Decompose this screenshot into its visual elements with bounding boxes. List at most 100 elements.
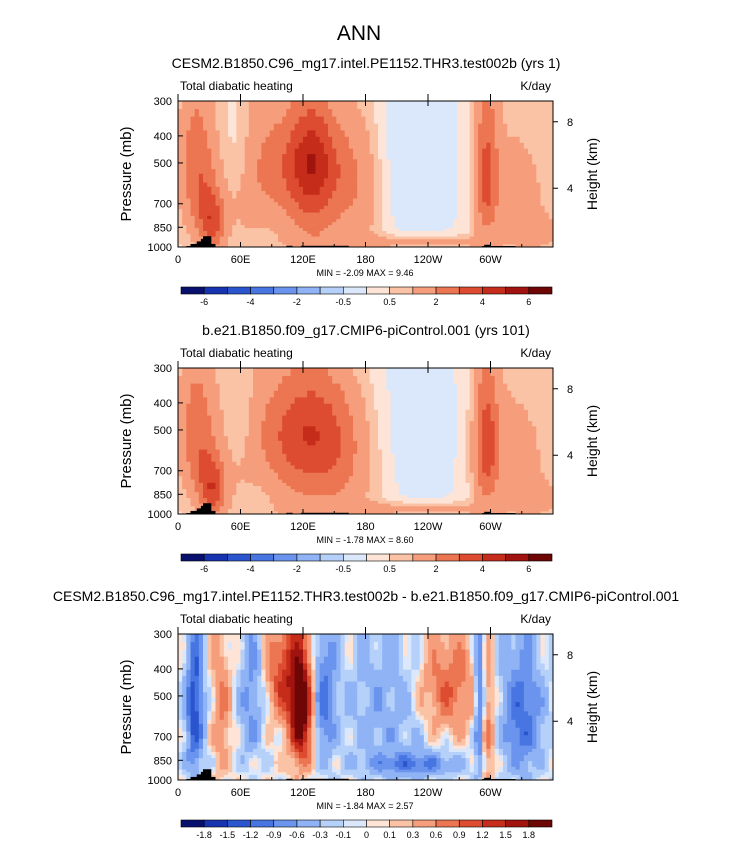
heatmap-cell [219,209,225,213]
heatmap-cell [394,233,400,237]
heatmap-cell [244,472,250,477]
heatmap-cell [457,415,462,422]
heatmap-cell [219,109,225,117]
heatmap-cell [486,453,491,459]
heatmap-cell [453,225,458,229]
heatmap-cell [294,194,300,199]
heatmap-cell [303,376,308,384]
heatmap-cell [269,233,275,237]
heatmap-cell [457,219,462,223]
heatmap-cell [282,109,287,117]
heatmap-cell [303,241,308,245]
heatmap-cell [361,244,366,248]
heatmap-cell [469,142,475,149]
heatmap-cell [448,426,454,432]
heatmap-cell [390,415,396,422]
heatmap-cell [432,209,437,213]
heatmap-cell [315,222,321,226]
heatmap-cell [503,397,508,405]
heatmap-cell [286,469,291,474]
heatmap-cell [332,440,337,446]
heatmap-cell [228,397,233,405]
heatmap-cell [223,215,229,220]
heatmap-cell [244,236,250,240]
heatmap-cell [490,194,496,199]
heatmap-cell [407,205,412,210]
heatmap-cell [511,453,516,459]
heatmap-cell [461,178,466,184]
heatmap-cell [336,445,341,451]
heatmap-cell [244,383,250,392]
heatmap-cell [228,436,233,442]
heatmap-cell [403,440,408,446]
heatmap-cell [344,415,350,422]
heatmap-cell [311,219,316,223]
heatmap-cell [461,233,466,237]
heatmap-cell [190,236,196,240]
heatmap-cell [261,222,266,226]
heatmap-cell [223,403,229,411]
heatmap-cell [303,219,308,223]
heatmap-cell [182,397,187,405]
heatmap-cell [336,383,341,392]
heatmap-cell [315,233,321,237]
heatmap-cell [278,431,283,437]
heatmap-cell [528,236,533,240]
heatmap-cell [457,222,462,226]
heatmap-cell [407,453,412,459]
heatmap-cell [498,205,504,210]
heatmap-cell [498,190,504,196]
heatmap-cell [373,426,379,432]
heatmap-cell [365,164,371,170]
heatmap-cell [461,190,466,196]
heatmap-cell [398,403,404,411]
heatmap-cell [461,148,466,155]
heatmap-cell [186,421,191,427]
heatmap-cell [182,123,187,131]
heatmap-cell [303,239,308,243]
heatmap-cell [415,445,421,451]
heatmap-cell [211,457,216,463]
heatmap-cell [303,116,308,125]
heatmap-cell [269,390,275,398]
heatmap-cell [348,148,354,155]
heatmap-cell [278,440,283,446]
heatmap-cell [257,244,262,248]
heatmap-cell [319,461,325,466]
heatmap-cell [315,449,321,455]
heatmap-cell [465,154,471,160]
heatmap-cell [315,173,321,179]
heatmap-cell [257,225,262,229]
heatmap-cell [382,142,387,149]
heatmap-cell [382,123,387,131]
heatmap-cell [340,231,346,235]
heatmap-cell [444,219,450,223]
heatmap-cell [290,431,296,437]
heatmap-cell [365,209,371,213]
heatmap-cell [494,178,500,184]
heatmap-cell [428,215,433,220]
heatmap-cell [328,241,333,245]
heatmap-cell [269,159,275,165]
heatmap-cell [486,376,491,384]
heatmap-cell [278,409,283,416]
heatmap-cell [273,431,279,437]
heatmap-cell [532,209,537,213]
heatmap-cell [223,148,229,155]
heatmap-cell [494,231,500,235]
heatmap-cell [257,383,262,392]
heatmap-cell [178,445,183,451]
heatmap-cell [303,453,308,459]
heatmap-cell [265,173,271,179]
heatmap-cell [448,101,454,110]
heatmap-cell [286,219,291,223]
heatmap-cell [323,148,329,155]
heatmap-cell [507,116,512,125]
heatmap-cell [353,219,358,223]
heatmap-cell [261,159,266,165]
heatmap-cell [290,219,296,223]
heatmap-cell [415,383,421,392]
heatmap-cell [303,109,308,117]
heatmap-cell [228,212,233,217]
heatmap-cell [448,202,454,207]
